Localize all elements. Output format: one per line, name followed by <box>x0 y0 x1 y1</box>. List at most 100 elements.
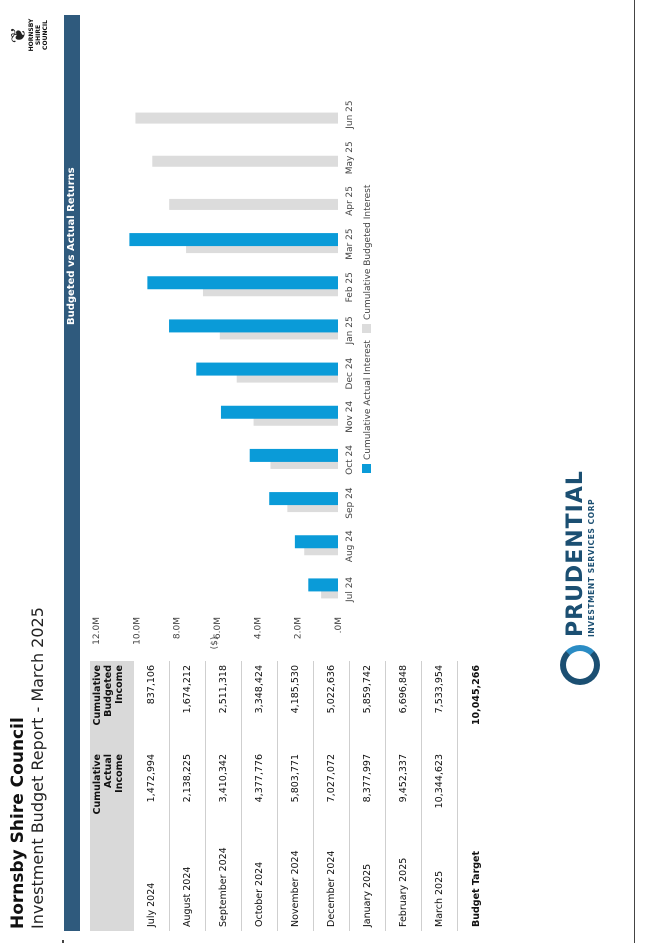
header-line: Cumulative <box>92 754 103 815</box>
prudential-logo: PRUDENTIAL INVESTMENT SERVICES CORP <box>560 470 600 685</box>
bar-budgeted <box>135 112 338 124</box>
month-cell: October 2024 <box>254 861 265 927</box>
report-header: Hornsby Shire Council Investment Budget … <box>8 607 48 929</box>
x-tick-label: Mar 25 <box>345 228 355 259</box>
y-axis-label: ($) <box>210 637 220 650</box>
budgeted-cell: 4,185,530 <box>290 665 301 714</box>
month-cell: January 2025 <box>362 863 373 927</box>
council-logo-text: HORNSBY SHIRE COUNCIL <box>28 18 49 52</box>
header-line: Cumulative <box>92 665 103 726</box>
table-body: July 2024 1,472,994 837,106 August 2024 2,13… <box>134 661 458 931</box>
table-row: October 2024 4,377,776 3,348,424 <box>242 661 278 931</box>
x-tick-label: Apr 25 <box>345 186 355 216</box>
actual-cell: 8,377,997 <box>362 754 373 803</box>
x-tick-label: Dec 24 <box>345 357 355 389</box>
x-tick-label: Aug 24 <box>345 530 355 562</box>
y-tick-label: .0M <box>334 617 344 633</box>
y-tick-label: 10.0M <box>132 617 142 645</box>
legend-swatch-budgeted <box>362 324 371 333</box>
budgeted-cell: 6,696,848 <box>398 665 409 714</box>
x-tick-label: Jun 25 <box>345 100 355 129</box>
prudential-ring-icon <box>560 645 600 685</box>
income-table: Cumulative Actual Income Cumulative Budg… <box>90 661 494 931</box>
actual-cell: 5,803,771 <box>290 754 301 803</box>
x-tick-label: Feb 25 <box>345 272 355 302</box>
table-row: March 2025 10,344,623 7,533,954 <box>422 661 458 931</box>
budgeted-cell: 5,859,742 <box>362 665 373 714</box>
bar-actual <box>220 405 339 419</box>
table-row: February 2025 9,452,337 6,696,848 <box>386 661 422 931</box>
x-tick-label: Jul 24 <box>345 577 355 603</box>
council-logo-icon: ❦ <box>6 26 30 44</box>
month-cell: December 2024 <box>326 850 337 927</box>
legend-swatch-actual <box>362 464 371 473</box>
actual-cell: 2,138,225 <box>182 754 193 803</box>
budget-target-label: Budget Target <box>470 850 482 927</box>
brand-name: PRUDENTIAL <box>562 470 588 637</box>
council-logo: ❦ HORNSBY SHIRE COUNCIL <box>6 16 49 54</box>
budget-target-value: 10,045,266 <box>470 665 482 726</box>
budgeted-cell: 837,106 <box>146 665 157 705</box>
budgeted-cell: 2,511,318 <box>218 665 229 714</box>
legend-label-actual: Cumulative Actual Interest <box>363 340 373 460</box>
section-header: Budgeted vs Actual Returns <box>64 15 80 931</box>
bar-actual <box>169 319 338 333</box>
bar-actual <box>196 362 338 376</box>
actual-cell: 10,344,623 <box>434 754 445 809</box>
month-cell: July 2024 <box>146 882 157 927</box>
y-tick-label: 8.0M <box>173 617 183 639</box>
bar-budgeted <box>169 198 338 210</box>
bar-actual <box>269 492 339 506</box>
bar-budgeted <box>152 155 338 167</box>
report-title: Hornsby Shire Council <box>8 717 28 929</box>
header-line: Budgeted <box>103 665 114 717</box>
legend-label-budgeted: Cumulative Budgeted Interest <box>363 184 373 320</box>
header-line: Income <box>114 754 125 793</box>
prudential-name: PRUDENTIAL INVESTMENT SERVICES CORP <box>562 470 596 637</box>
header-line: Actual <box>103 754 114 788</box>
budgeted-cell: 3,348,424 <box>254 665 265 714</box>
bar-actual <box>308 578 338 592</box>
month-cell: February 2025 <box>398 857 409 927</box>
col-actual-header: Cumulative Actual Income <box>90 750 134 839</box>
month-cell: November 2024 <box>290 850 301 927</box>
bar-actual <box>147 276 338 290</box>
x-tick-label: Oct 24 <box>345 445 355 475</box>
x-tick-label: Jan 25 <box>345 316 355 345</box>
y-tick-label: 4.0M <box>253 617 263 639</box>
x-tick-label: May 25 <box>345 141 355 174</box>
bar-actual <box>129 233 338 247</box>
actual-cell: 1,472,994 <box>146 754 157 803</box>
returns-chart: ($) .0M 2.0M 4.0M 6.0M 8.0M 10.0M 12.0M Jul 24 Au… <box>92 100 373 650</box>
table-row: August 2024 2,138,225 1,674,212 <box>170 661 206 931</box>
actual-cell: 7,027,072 <box>326 754 337 803</box>
table-row: January 2025 8,377,997 5,859,742 <box>350 661 386 931</box>
month-cell: August 2024 <box>182 866 193 927</box>
col-budgeted-header: Cumulative Budgeted Income <box>90 661 134 750</box>
actual-cell: 3,410,342 <box>218 754 229 803</box>
table-row: September 2024 3,410,342 2,511,318 <box>206 661 242 931</box>
budgeted-cell: 5,022,636 <box>326 665 337 714</box>
footer-divider <box>634 0 635 943</box>
report-subtitle: Investment Budget Report - March 2025 <box>28 607 47 929</box>
x-tick-label: Sep 24 <box>345 487 355 519</box>
bar-actual <box>249 448 338 462</box>
table-row: November 2024 5,803,771 4,185,530 <box>278 661 314 931</box>
y-tick-label: 6.0M <box>213 617 223 639</box>
x-tick-label: Nov 24 <box>345 401 355 433</box>
budgeted-cell: 7,533,954 <box>434 665 445 714</box>
table-row: December 2024 7,027,072 5,022,636 <box>314 661 350 931</box>
month-cell: March 2025 <box>434 870 445 927</box>
actual-cell: 4,377,776 <box>254 754 265 803</box>
table-header: Cumulative Actual Income Cumulative Budg… <box>90 661 134 931</box>
header-line: Income <box>114 665 125 704</box>
month-cell: September 2024 <box>218 847 229 927</box>
budgeted-cell: 1,674,212 <box>182 665 193 714</box>
y-tick-label: 2.0M <box>294 617 304 639</box>
budget-target-row: Budget Target 10,045,266 <box>458 661 494 931</box>
bar-actual <box>294 535 339 549</box>
table-row: July 2024 1,472,994 837,106 <box>134 661 170 931</box>
brand-sub: INVESTMENT SERVICES CORP <box>586 498 596 637</box>
section-title: Budgeted vs Actual Returns <box>66 167 77 325</box>
